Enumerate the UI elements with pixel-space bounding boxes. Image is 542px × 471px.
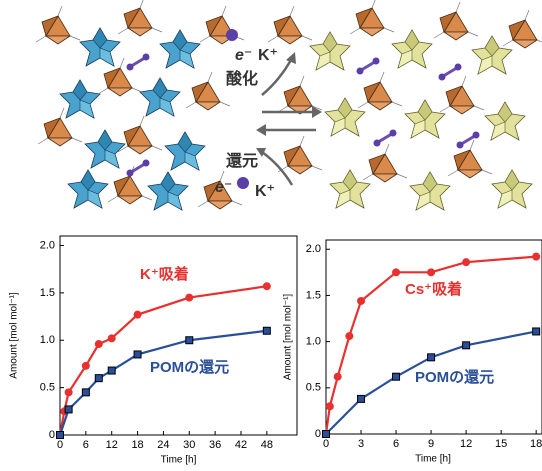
- figure: e⁻ K⁺ 酸化 還元 e⁻ K⁺ 061218243036424800.51.…: [0, 0, 542, 471]
- x-axis-label: Time [h]: [415, 454, 451, 465]
- data-point: [95, 375, 102, 382]
- scheme-label: 酸化: [226, 69, 258, 88]
- data-point: [532, 253, 540, 261]
- x-tick-label: 12: [460, 438, 472, 450]
- data-point: [462, 258, 470, 266]
- data-point: [263, 282, 271, 290]
- y-tick-label: 0.5: [306, 382, 321, 394]
- scheme-label: e⁻: [235, 47, 252, 64]
- y-tick-label: 1.5: [306, 289, 321, 301]
- series-label: Cs⁺吸着: [405, 280, 462, 298]
- series-line: [60, 331, 267, 435]
- y-tick-label: 0: [315, 428, 321, 440]
- x-tick-label: 12: [106, 439, 118, 451]
- data-point: [57, 432, 64, 439]
- data-point: [393, 373, 400, 380]
- structure-left: [36, 0, 244, 210]
- scheme-label: 還元: [226, 152, 258, 170]
- data-point: [345, 332, 353, 340]
- y-axis-label: Amount [mol mol⁻¹]: [9, 292, 20, 379]
- data-point: [357, 297, 365, 305]
- x-axis-label: Time [h]: [161, 455, 197, 466]
- data-point: [427, 268, 435, 276]
- scheme-label: e⁻: [215, 179, 232, 196]
- x-tick-label: 48: [261, 439, 273, 451]
- data-point: [323, 431, 330, 438]
- x-tick-label: 15: [495, 438, 507, 450]
- x-tick-label: 0: [323, 438, 329, 450]
- data-point: [263, 327, 270, 334]
- page: {"scheme": {"electron_top": "e⁻", "catio…: [0, 0, 542, 471]
- scheme-label: K⁺: [255, 183, 275, 200]
- x-tick-label: 30: [183, 439, 195, 451]
- series-label: POMの還元: [415, 368, 494, 386]
- data-point: [358, 395, 365, 402]
- x-tick-label: 18: [530, 438, 542, 450]
- x-tick-label: 36: [209, 439, 221, 451]
- y-tick-label: 1.0: [40, 334, 55, 346]
- x-tick-label: 42: [235, 439, 247, 451]
- y-tick-label: 0: [49, 429, 55, 441]
- data-point: [108, 334, 116, 342]
- y-tick-label: 1.5: [40, 287, 55, 299]
- data-point: [82, 362, 90, 370]
- data-point: [392, 268, 400, 276]
- data-point: [186, 337, 193, 344]
- data-point: [428, 354, 435, 361]
- data-point: [134, 351, 141, 358]
- data-point: [65, 406, 72, 413]
- scheme-label: K⁺: [258, 47, 278, 64]
- series-label: K⁺吸着: [140, 265, 189, 283]
- structure-right: [268, 0, 542, 210]
- data-point: [185, 294, 193, 302]
- data-point: [326, 402, 334, 410]
- series-label: POMの還元: [150, 358, 229, 376]
- data-point: [65, 388, 73, 396]
- data-point: [108, 367, 115, 374]
- y-tick-label: 1.0: [306, 336, 321, 348]
- y-tick-label: 2.0: [306, 243, 321, 255]
- x-tick-label: 18: [131, 439, 143, 451]
- data-point: [95, 340, 103, 348]
- data-point: [82, 389, 89, 396]
- x-tick-label: 24: [157, 439, 169, 451]
- y-tick-label: 0.5: [40, 382, 55, 394]
- data-point: [463, 342, 470, 349]
- x-tick-label: 6: [393, 438, 399, 450]
- y-tick-label: 2.0: [40, 239, 55, 251]
- data-point: [134, 311, 142, 319]
- x-tick-label: 9: [428, 438, 434, 450]
- y-axis-label: Amount [mol mol⁻¹]: [283, 294, 294, 381]
- x-tick-label: 6: [83, 439, 89, 451]
- data-point: [334, 373, 342, 381]
- data-point: [533, 328, 540, 335]
- x-tick-label: 3: [358, 438, 364, 450]
- x-tick-label: 0: [57, 439, 63, 451]
